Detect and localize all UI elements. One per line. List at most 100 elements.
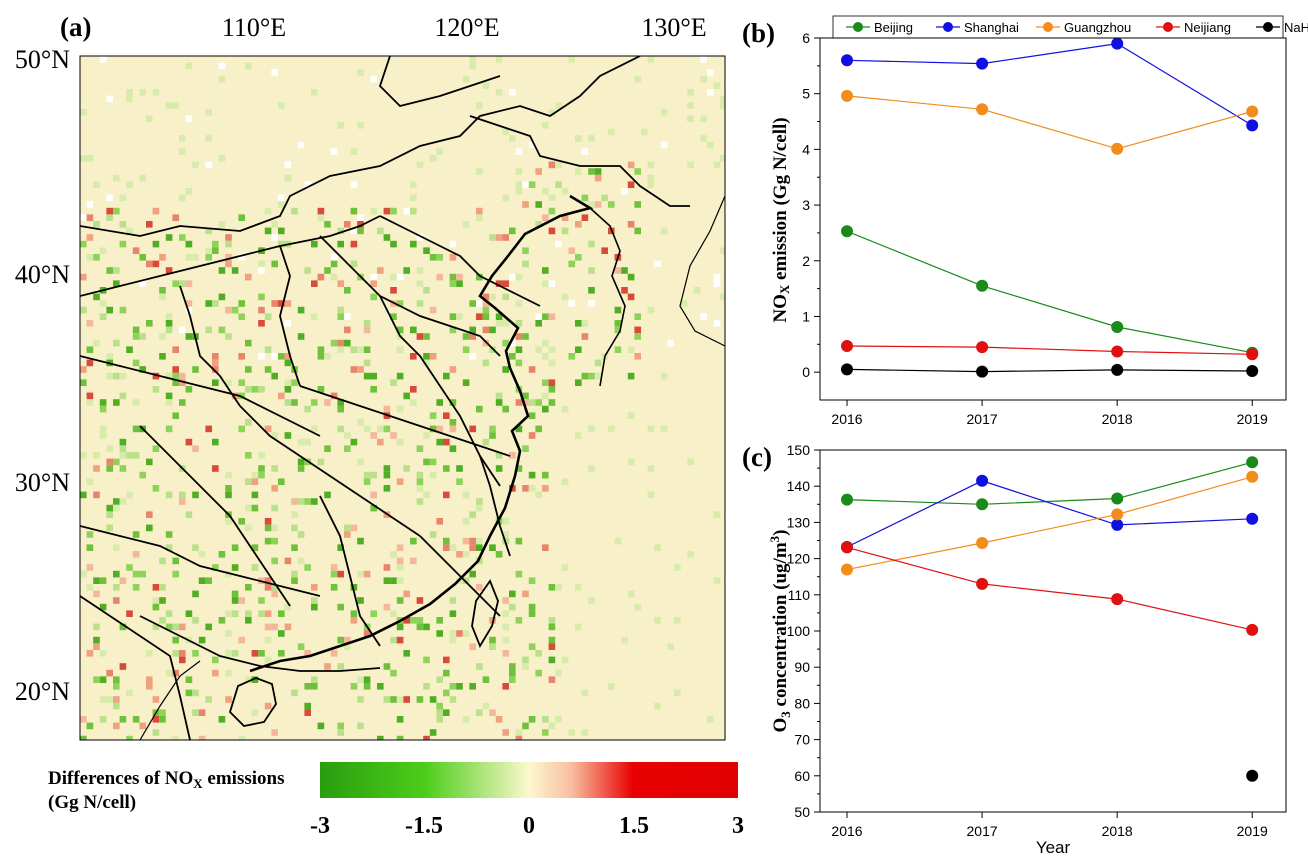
map-cell <box>311 603 318 611</box>
map-cell <box>330 570 338 578</box>
x-axis-label-c: Year <box>1036 838 1071 856</box>
map-cell <box>489 544 496 551</box>
map-cell <box>436 399 443 406</box>
data-point-guangzhou <box>976 103 989 116</box>
map-cell <box>396 372 404 380</box>
map-cell <box>476 214 483 221</box>
map-cell <box>608 683 615 690</box>
panel-label-a: (a) <box>60 12 91 42</box>
map-cell <box>159 254 166 261</box>
map-cell <box>225 610 232 617</box>
map-cell <box>707 89 714 96</box>
map-cell <box>660 372 668 380</box>
map-cell <box>535 168 542 175</box>
series-line-guangzhou <box>846 95 1253 150</box>
map-cell <box>119 577 127 584</box>
map-cell <box>192 161 199 169</box>
map-cell <box>594 174 602 182</box>
o3-concentration-chart: (c) Year O3 concentration (ug/m3) 506070… <box>742 442 1287 856</box>
map-cell <box>344 326 351 334</box>
map-cell <box>238 597 245 604</box>
map-cell <box>179 623 186 631</box>
map-cell <box>159 617 166 624</box>
map-cell <box>634 603 641 611</box>
map-cell <box>172 650 179 657</box>
map-cell <box>363 478 371 485</box>
map-cell <box>469 537 476 545</box>
map-cell <box>627 273 635 281</box>
map-cell <box>218 293 226 301</box>
y-tick-label: 4 <box>802 141 810 157</box>
map-cell <box>469 326 476 334</box>
map-cell <box>594 201 602 208</box>
map-cell <box>357 419 364 426</box>
map-cell <box>99 577 107 584</box>
map-cell <box>113 339 120 347</box>
map-cell <box>363 326 371 334</box>
map-cell <box>720 155 725 162</box>
map-cell <box>634 326 641 334</box>
map-cell <box>535 201 542 208</box>
map-cell <box>383 577 391 584</box>
map-cell <box>350 584 358 591</box>
map-cell <box>231 564 239 571</box>
map-cell <box>641 128 648 136</box>
map-cell <box>647 174 655 182</box>
map-cell <box>132 531 140 538</box>
map-cell <box>476 300 483 307</box>
map-cell <box>502 531 509 538</box>
map-cell <box>106 267 113 274</box>
map-cell <box>423 353 430 360</box>
map-cell <box>654 544 661 551</box>
map-cell <box>146 260 153 268</box>
map-cell <box>502 610 509 617</box>
map-cell <box>436 425 443 433</box>
map-cell <box>132 584 140 591</box>
map-cell <box>80 379 87 386</box>
map-cell <box>344 313 351 320</box>
map-cell <box>535 491 542 499</box>
map-cell <box>707 69 714 76</box>
map-cell <box>146 458 153 466</box>
map-cell <box>93 590 100 598</box>
map-cell <box>588 135 595 142</box>
map-cell <box>139 366 146 373</box>
map-cell <box>264 537 272 545</box>
map-cell <box>495 716 503 723</box>
map-cell <box>93 636 100 644</box>
map-cell <box>231 267 239 274</box>
map-cell <box>449 399 457 406</box>
data-point-guangzhou <box>1111 142 1124 155</box>
map-cell <box>449 610 457 617</box>
map-cell <box>146 511 153 518</box>
map-cell <box>185 300 193 307</box>
map-cell <box>80 735 87 740</box>
legend-label-neijiang: Neijiang <box>1184 20 1231 35</box>
map-cell <box>86 234 94 241</box>
map-cell <box>423 333 430 340</box>
map-cell <box>119 452 127 459</box>
map-cell <box>205 623 212 631</box>
map-cell <box>581 148 589 155</box>
map-cell <box>555 102 562 109</box>
map-cell <box>152 445 160 452</box>
map-cell <box>106 504 113 512</box>
map-cell <box>410 399 417 406</box>
map-cell <box>330 392 338 400</box>
map-cell <box>291 379 298 386</box>
map-cell <box>119 221 127 228</box>
map-cell <box>469 353 476 360</box>
map-cell <box>350 438 358 446</box>
map-cell <box>251 709 259 716</box>
map-cell <box>462 346 470 353</box>
map-cell <box>172 379 179 386</box>
map-cell <box>99 247 107 254</box>
map-cell <box>337 339 344 347</box>
map-cell <box>179 399 186 406</box>
coastline <box>249 194 594 673</box>
map-cell <box>304 702 311 710</box>
series-line-guangzhou <box>846 476 1253 571</box>
map-cell <box>278 610 285 617</box>
map-cell <box>515 399 523 406</box>
map-cell <box>172 557 179 565</box>
